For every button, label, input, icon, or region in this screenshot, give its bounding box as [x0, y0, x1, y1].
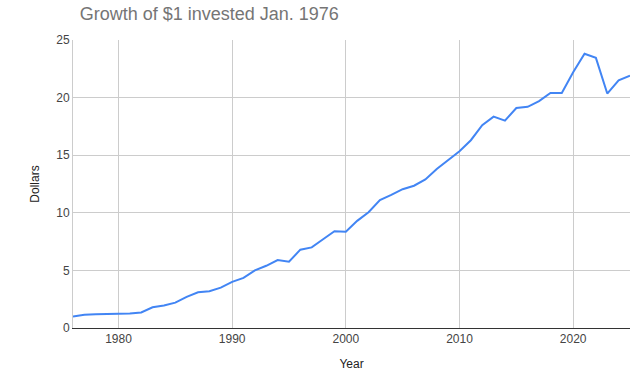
svg-text:1990: 1990 — [219, 332, 246, 346]
svg-text:15: 15 — [56, 148, 70, 162]
svg-text:Dollars: Dollars — [28, 165, 42, 202]
svg-text:10: 10 — [56, 206, 70, 220]
svg-text:25: 25 — [56, 33, 70, 47]
svg-text:2020: 2020 — [560, 332, 587, 346]
svg-text:2000: 2000 — [332, 332, 359, 346]
svg-text:Growth of $1 invested Jan. 197: Growth of $1 invested Jan. 1976 — [80, 4, 339, 24]
svg-text:20: 20 — [56, 91, 70, 105]
svg-text:2010: 2010 — [446, 332, 473, 346]
svg-text:0: 0 — [63, 321, 70, 335]
svg-text:5: 5 — [63, 264, 70, 278]
svg-text:1980: 1980 — [105, 332, 132, 346]
svg-text:Year: Year — [339, 357, 363, 371]
